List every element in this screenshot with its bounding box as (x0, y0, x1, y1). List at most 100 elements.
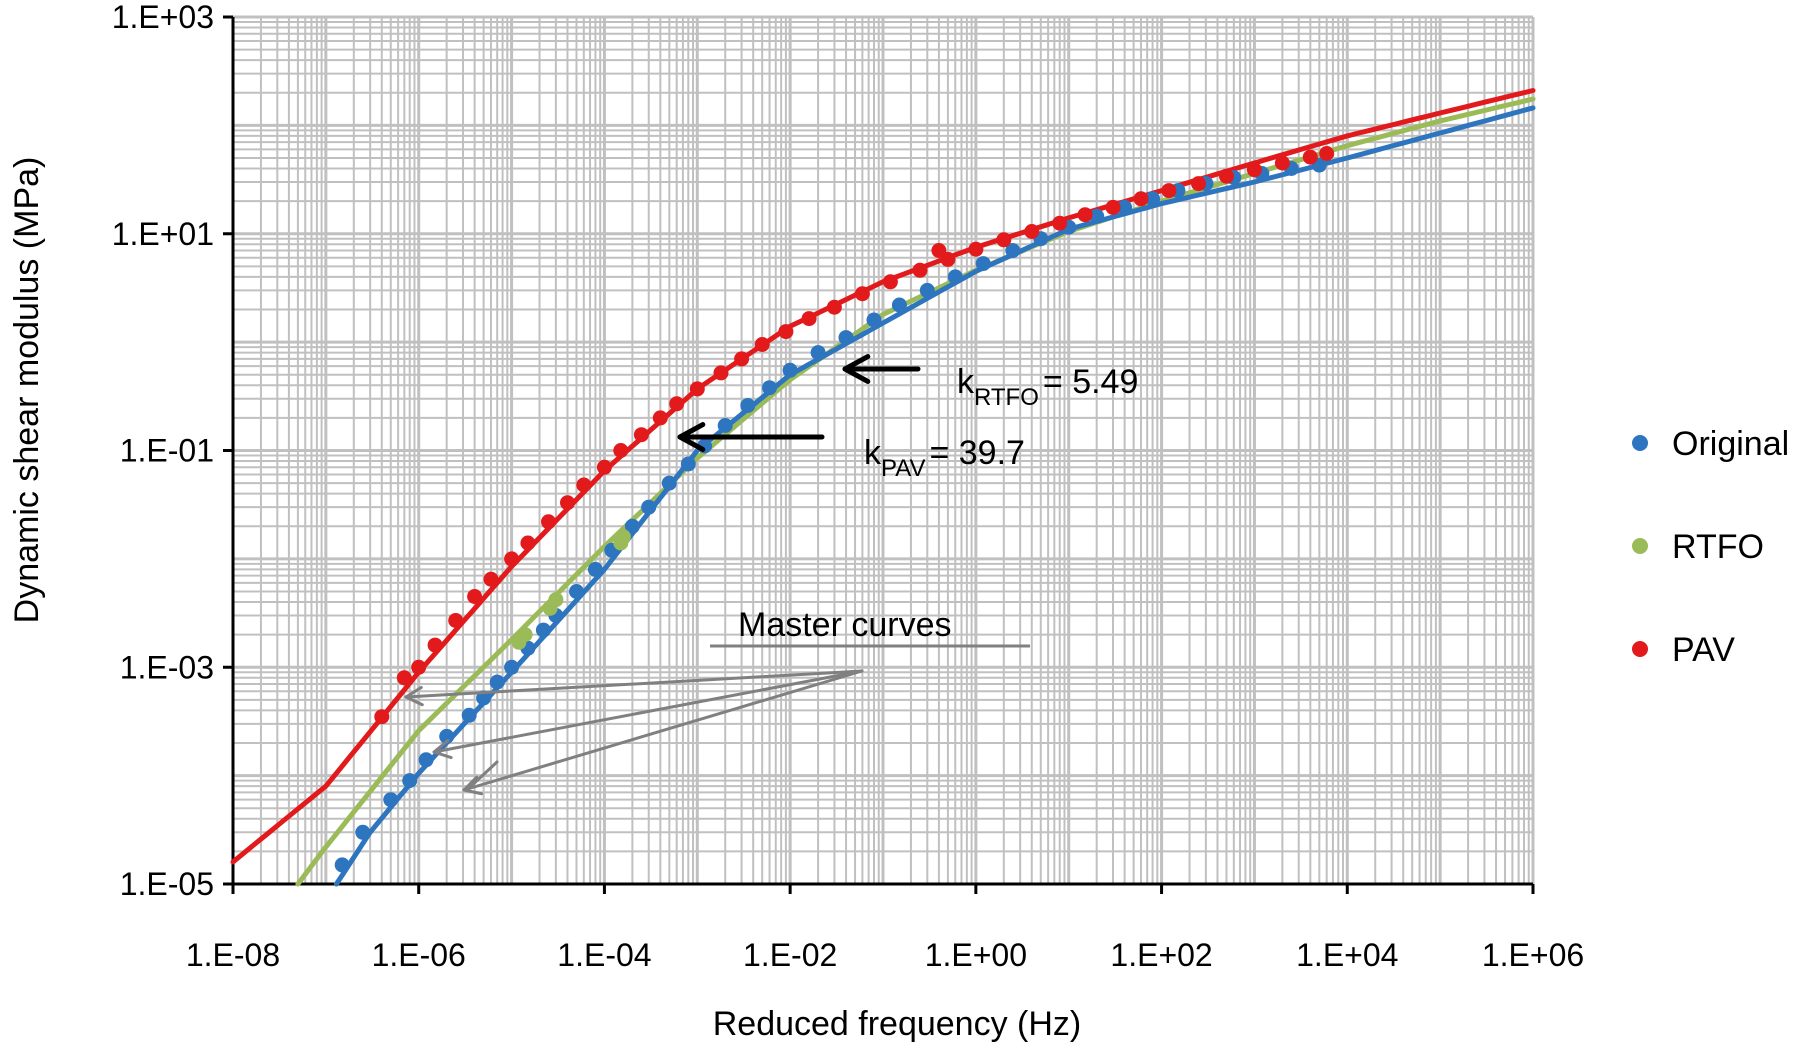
legend-item-rtfo[interactable]: RTFO (1632, 528, 1764, 566)
data-point-pav (912, 262, 928, 278)
data-point-pav (1319, 146, 1335, 161)
axes (223, 15, 1535, 894)
legend[interactable]: Original RTFO PAV (1632, 425, 1789, 669)
x-axis-title: Reduced frequency (Hz) (713, 1005, 1082, 1043)
x-tick-label: 1.E-04 (557, 937, 651, 973)
data-point-original (587, 561, 603, 577)
data-point-pav (1161, 183, 1177, 199)
data-point-pav (854, 286, 870, 302)
data-point-original (947, 269, 963, 285)
data-point-pav (1219, 168, 1234, 184)
data-point-original (402, 773, 418, 789)
data-point-pav (1191, 176, 1206, 192)
data-point-original (1117, 199, 1133, 215)
x-tick-label: 1.E-08 (186, 937, 280, 973)
data-point-pav (520, 535, 536, 551)
gridlines (231, 15, 1535, 886)
data-point-pav (576, 477, 592, 493)
x-tick-label: 1.E+00 (925, 937, 1027, 973)
data-point-original (439, 728, 455, 744)
master-curve-pointer-shaft (432, 669, 864, 754)
data-point-pav (396, 670, 412, 686)
data-point-original (1145, 191, 1161, 207)
pav-shift-arrow-head (677, 422, 706, 452)
rtfo-shift-arrow (842, 354, 921, 384)
data-point-pav (1302, 149, 1318, 165)
master-curve-pointer-tail-shaft (466, 760, 499, 791)
y-tick-label: 1.E-05 (120, 866, 214, 902)
data-point-original (1005, 243, 1021, 258)
data-point-pav (613, 443, 629, 458)
data-point-original (504, 659, 520, 675)
data-point-pav (541, 514, 556, 530)
data-point-pav (669, 396, 685, 412)
data-point-pav (1024, 224, 1040, 239)
data-point-pav (1105, 199, 1121, 215)
data-point-rtfo (548, 592, 564, 608)
data-point-pav (940, 251, 956, 267)
data-points (334, 146, 1335, 873)
master-curve-pointer-shaft (462, 669, 864, 792)
legend-label: Original (1672, 425, 1789, 463)
data-point-original (866, 312, 882, 328)
data-point-original (489, 674, 505, 690)
data-point-original (919, 282, 935, 298)
master-curve-pointer-tail (466, 760, 499, 791)
data-point-pav (411, 659, 427, 675)
data-point-pav (754, 337, 770, 352)
data-point-rtfo (517, 627, 533, 643)
tick-labels: 1.E-08 1.E-06 1.E-04 1.E-02 1.E+00 1.E+02 1.E+… (112, 0, 1584, 973)
data-point-pav (1133, 191, 1149, 207)
legend-label: PAV (1672, 631, 1735, 669)
master-curves-label: Master curves (738, 606, 952, 644)
data-point-pav (427, 637, 443, 653)
data-point-pav (467, 589, 483, 604)
legend-swatch (1632, 641, 1648, 657)
data-point-pav (713, 365, 729, 381)
data-point-pav (689, 381, 705, 397)
y-tick-label: 1.E-03 (120, 649, 214, 685)
data-point-pav (560, 495, 575, 511)
data-point-original (762, 380, 777, 396)
legend-item-original[interactable]: Original (1632, 425, 1789, 463)
data-point-pav (1077, 207, 1093, 223)
data-point-original (891, 297, 907, 313)
data-point-original (355, 824, 371, 840)
data-point-original (461, 707, 477, 723)
legend-swatch (1632, 435, 1648, 451)
x-tick-label: 1.E+04 (1296, 937, 1398, 973)
master-curve-pointer (462, 669, 864, 796)
data-point-original (661, 475, 677, 491)
data-point-original (810, 345, 826, 361)
data-point-original (1089, 208, 1105, 224)
master-curve-original (333, 105, 1536, 887)
master-curve-pointer-head (462, 775, 484, 796)
data-point-pav (652, 410, 668, 426)
data-point-original (535, 622, 551, 638)
data-point-pav (801, 311, 817, 327)
y-tick-label: 1.E+01 (112, 216, 214, 252)
data-point-pav (1246, 162, 1262, 178)
data-point-original (740, 398, 756, 413)
master-curve-pointer-head (432, 739, 453, 760)
k-rtfo-label: kRTFO = 5.49 (957, 363, 1138, 411)
data-point-original (641, 499, 657, 515)
y-axis-title: Dynamic shear modulus (MPa) (8, 157, 46, 624)
legend-swatch (1632, 538, 1648, 554)
legend-item-pav[interactable]: PAV (1632, 631, 1735, 669)
master-curve-pointer-head (404, 685, 424, 707)
pav-shift-arrow (677, 422, 825, 452)
data-point-rtfo (615, 529, 631, 545)
data-point-pav (596, 459, 612, 475)
data-point-original (782, 362, 798, 378)
data-point-pav (504, 551, 520, 567)
data-point-pav (826, 299, 842, 315)
data-point-original (334, 857, 350, 873)
data-point-pav (633, 427, 649, 443)
y-tick-label: 1.E+03 (112, 0, 214, 35)
y-tick-label: 1.E-01 (120, 433, 214, 469)
data-point-pav (374, 709, 390, 725)
data-point-original (838, 330, 854, 346)
master-curve-pointer (432, 669, 864, 760)
master-curve-pointer-shaft (404, 669, 864, 699)
